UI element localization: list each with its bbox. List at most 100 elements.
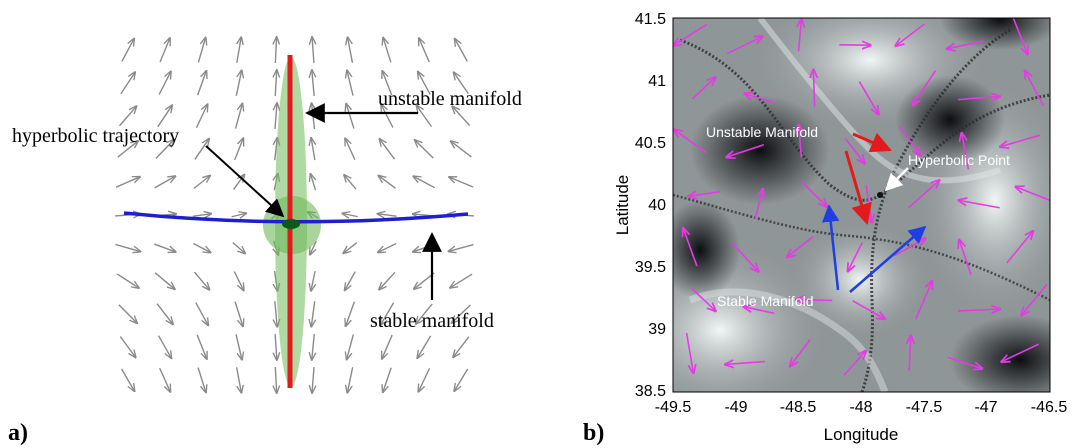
- vector-arrow: [344, 175, 357, 190]
- vector-arrow: [414, 272, 435, 289]
- vector-arrow: [345, 271, 356, 291]
- velocity-arrow: [858, 81, 878, 115]
- velocity-arrow: [673, 23, 708, 45]
- velocity-arrow: [1021, 284, 1048, 316]
- vector-arrow: [454, 72, 469, 95]
- vector-arrow: [448, 243, 474, 252]
- velocity-arrow: [691, 288, 716, 311]
- unstable-manifold-label: unstable manifold: [378, 88, 522, 110]
- hyperbolic-arrow: [884, 167, 909, 192]
- vector-arrow: [155, 140, 174, 159]
- ftle-field: [673, 18, 1050, 392]
- velocity-arrow: [1000, 134, 1041, 147]
- vector-arrow: [419, 38, 430, 63]
- velocity-arrow: [799, 125, 802, 158]
- velocity-arrow: [799, 19, 802, 52]
- axis-ticks: -49.5 -49 -48.5 -48 -47.5 -47 -46.5 41.5…: [635, 11, 1067, 416]
- stable-manifold-label: stable manifold: [370, 310, 494, 332]
- hyperbolic-trajectory-label: hyperbolic trajectory: [12, 125, 179, 147]
- velocity-arrow: [958, 200, 1000, 209]
- vector-arrow: [121, 39, 134, 62]
- vector-arrow: [342, 213, 358, 216]
- vector-arrow: [197, 38, 205, 63]
- vector-arrow: [233, 271, 243, 291]
- unstable-arrow-2: [852, 132, 892, 153]
- stable-manifold-label-b: Stable Manifold: [717, 293, 814, 309]
- vector-arrow: [275, 301, 277, 327]
- vector-arrow: [275, 366, 276, 393]
- panel-b: Unstable Manifold Hyperbolic Point Stabl…: [583, 11, 1067, 446]
- vector-arrow: [450, 273, 473, 288]
- velocity-arrow: [958, 309, 1000, 311]
- vector-arrow: [117, 141, 138, 158]
- velocity-arrow: [1006, 231, 1033, 264]
- vector-arrow: [347, 367, 354, 392]
- vector-arrow: [379, 139, 396, 160]
- vector-arrow: [348, 37, 354, 63]
- velocity-arrow: [912, 70, 937, 106]
- vector-arrow: [154, 176, 176, 189]
- vector-arrow: [454, 368, 469, 391]
- velocity-arrow: [962, 133, 970, 170]
- vector-arrow: [413, 176, 436, 189]
- unstable-manifold-label-b: Unstable Manifold: [706, 124, 818, 140]
- vector-arrow: [193, 175, 210, 190]
- hyperbolic-point-label: Hyperbolic Point: [908, 152, 1010, 168]
- vector-arrow: [382, 71, 393, 96]
- vector-arrow: [116, 273, 139, 288]
- vector-arrow: [452, 304, 471, 323]
- vector-arrow: [312, 70, 314, 97]
- hyperbolic-trajectory-marker: [282, 219, 300, 229]
- velocity-arrow: [947, 356, 982, 368]
- vector-arrow: [159, 38, 170, 63]
- vector-arrow: [195, 302, 208, 326]
- vector-arrow: [310, 240, 317, 254]
- vector-arrow: [157, 105, 172, 128]
- vector-arrow: [416, 303, 433, 324]
- velocity-arrow: [800, 180, 827, 207]
- vector-arrow: [383, 367, 392, 393]
- vector-arrow: [418, 367, 431, 391]
- x-tick-label: -49.5: [655, 399, 692, 416]
- vector-arrow: [381, 104, 394, 128]
- vector-arrow: [118, 304, 137, 323]
- velocity-arrow: [848, 242, 863, 272]
- vector-arrow: [158, 71, 171, 95]
- velocity-arrow: [744, 94, 774, 104]
- x-axis-label: Longitude: [824, 425, 899, 444]
- vector-arrow: [275, 37, 276, 64]
- velocity-arrow: [790, 338, 811, 366]
- velocity-arrow: [726, 36, 762, 55]
- vector-arrow: [194, 139, 209, 160]
- vector-arrow: [159, 367, 171, 392]
- velocity-arrow: [787, 236, 814, 258]
- x-tick-label: -49: [724, 399, 747, 416]
- vector-arrow: [275, 70, 277, 97]
- hyperbolic-point-marker: [877, 192, 883, 198]
- y-tick-label: 39: [648, 321, 666, 338]
- velocity-arrow: [907, 180, 939, 209]
- vector-arrow: [449, 177, 474, 188]
- vector-arrow: [235, 334, 242, 359]
- vector-arrow: [115, 177, 140, 188]
- y-tick-label: 39.5: [635, 259, 666, 276]
- velocity-arrow: [959, 240, 972, 275]
- velocity-arrow: [895, 23, 926, 46]
- velocity-arrow: [947, 40, 984, 49]
- y-tick-label: 41.5: [635, 11, 666, 28]
- velocity-arrow: [1012, 18, 1027, 55]
- vector-arrow: [418, 72, 431, 95]
- vector-arrow: [347, 70, 354, 96]
- x-tick-label: -47: [974, 399, 997, 416]
- vector-arrow: [311, 270, 315, 291]
- vector-arrow: [157, 335, 172, 359]
- panel-b-label: b): [583, 420, 604, 446]
- y-tick-label: 40: [648, 197, 666, 214]
- vector-arrow: [312, 37, 314, 64]
- vector-arrow: [380, 302, 395, 325]
- velocity-arrow: [909, 335, 911, 371]
- vector-arrow: [119, 336, 135, 358]
- velocity-arrow: [754, 189, 763, 220]
- panel-a: unstable manifold hyperbolic trajectory …: [8, 37, 522, 446]
